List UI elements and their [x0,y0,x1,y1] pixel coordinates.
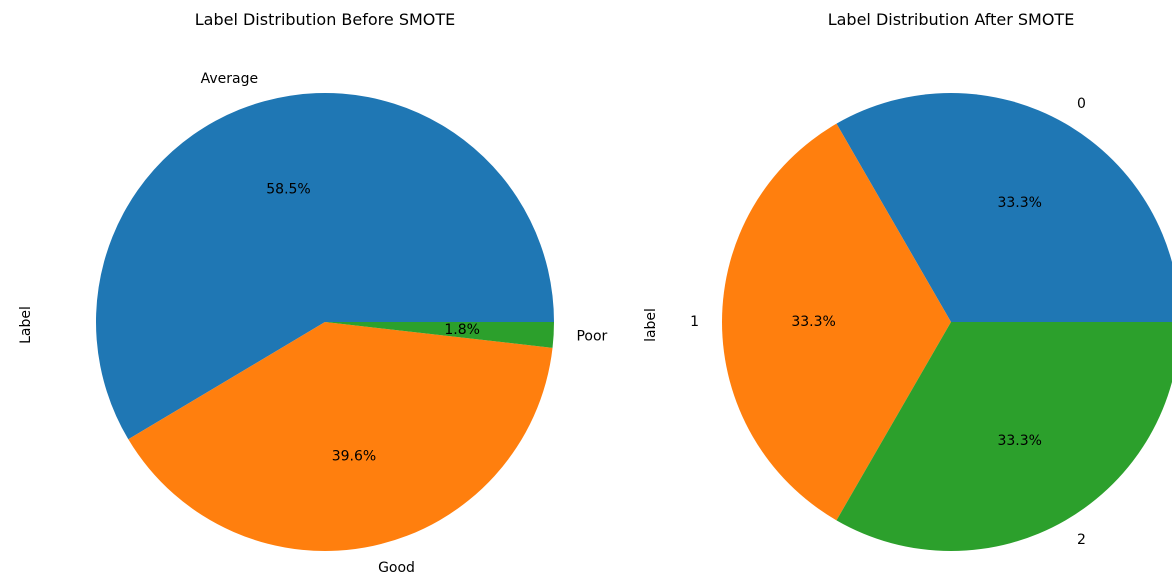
pie-labels: 0 33.3% 1 33.3% 2 33.3% [690,96,1086,548]
percent-label-1: 33.3% [791,314,835,330]
pie-slices [721,93,1172,551]
pie-slice-2 [836,322,1172,551]
y-axis-label: Label [18,306,34,344]
slice-label-1: 1 [690,314,699,330]
slice-label-good: Good [378,560,415,576]
pie-chart-after-smote: Label Distribution After SMOTE label 0 33… [643,10,1172,551]
percent-label-0: 33.3% [997,195,1041,211]
pie-slice-average [96,93,554,440]
slice-label-poor: Poor [576,328,607,344]
percent-label-poor: 1.8% [444,322,480,338]
pie-slice-good [128,322,553,552]
pie-slices [96,93,554,552]
pie-labels: Average 58.5% Good 39.6% Poor 1.8% [201,71,608,576]
pie-chart-before-smote: Label Distribution Before SMOTE Label Av… [18,10,608,576]
chart-title: Label Distribution After SMOTE [828,10,1075,29]
pie-slice-poor [325,322,554,348]
y-axis-label: label [643,308,659,342]
slice-label-2: 2 [1077,532,1086,548]
pie-slice-0 [836,93,1172,322]
percent-label-2: 33.3% [997,433,1041,449]
percent-label-good: 39.6% [332,448,376,464]
percent-label-average: 58.5% [266,182,310,198]
chart-title: Label Distribution Before SMOTE [195,10,456,29]
slice-label-0: 0 [1077,96,1086,112]
slice-label-average: Average [201,71,259,87]
